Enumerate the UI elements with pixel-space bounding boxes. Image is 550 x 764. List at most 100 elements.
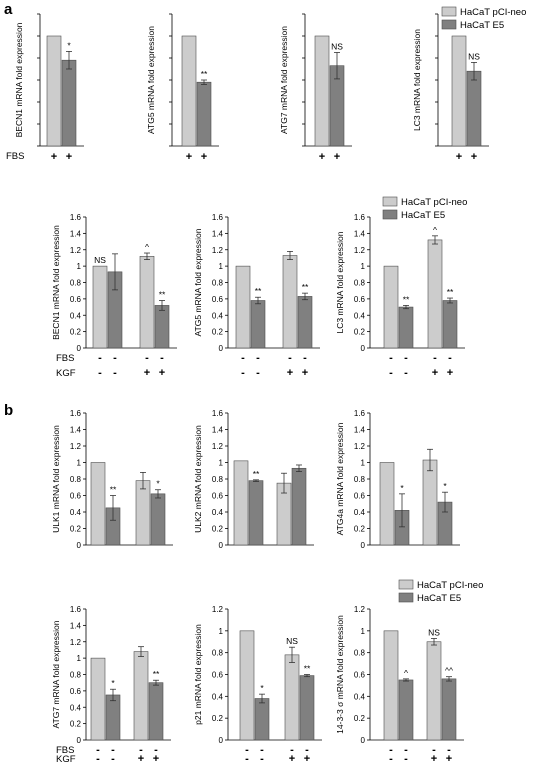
condition-symbol: -	[96, 744, 100, 756]
significance-label: **	[253, 469, 260, 479]
condition-symbol: +	[51, 151, 57, 163]
bar-pci-neo	[139, 255, 155, 349]
significance-label: *	[156, 479, 160, 489]
y-tick-label: 1.4	[212, 426, 224, 435]
significance-label: NS	[94, 255, 106, 265]
condition-symbol: -	[245, 744, 249, 756]
chart-10: 0 0.2 0.4 0.6 0.8 1 1.2 1.4 1.6 ATG7 mRNA fold ex…	[51, 605, 171, 745]
y-tick-label: 0.6	[212, 492, 224, 501]
chart-11: 0 0.2 0.4 0.6 0.8 1 1.2 p21 mRNA fold expressio…	[193, 605, 322, 745]
condition-symbol: -	[98, 352, 102, 364]
condition-symbol: +	[304, 753, 310, 764]
y-axis-label: ATG5 mRNA fold expression	[193, 228, 203, 336]
bar-e5	[150, 493, 166, 546]
condition-symbol: -	[432, 744, 436, 756]
bar-pci-neo	[427, 239, 443, 349]
condition-symbol: +	[432, 367, 438, 379]
y-tick-label: 1.6	[212, 409, 224, 418]
y-tick-label: 0.6	[212, 295, 224, 304]
significance-label: *	[443, 481, 447, 491]
legend-label: HaCaT pCI-neo	[401, 197, 467, 208]
y-tick-label: 0.6	[70, 687, 82, 696]
bar-e5	[250, 300, 266, 349]
y-tick-label: 0.4	[354, 692, 366, 701]
y-tick-label: 0.6	[354, 295, 366, 304]
y-tick-label: 0.4	[212, 692, 224, 701]
bar-pci-neo	[46, 35, 62, 147]
condition-symbol: -	[98, 367, 102, 379]
bar-e5	[299, 675, 315, 741]
condition-symbol: -	[111, 744, 115, 756]
condition-symbol: +	[431, 753, 437, 764]
y-tick-label: 0.6	[70, 295, 82, 304]
condition-symbol: +	[471, 151, 477, 163]
chart-0: BECN1 mRNA fold expression *	[14, 13, 84, 147]
condition-symbol: -	[389, 367, 393, 379]
y-tick-label: 0.4	[212, 311, 224, 320]
significance-label: ^	[145, 242, 149, 252]
significance-label: **	[159, 290, 166, 300]
y-tick-label: 0	[77, 344, 82, 353]
bar-pci-neo	[379, 462, 395, 546]
condition-symbol: -	[290, 744, 294, 756]
bar-pci-neo	[451, 35, 467, 147]
bar-pci-neo	[426, 641, 442, 741]
y-tick-label: 1.2	[70, 442, 82, 451]
y-axis-label: ULK1 mRNA fold expression	[51, 425, 61, 533]
y-tick-label: 1.4	[212, 229, 224, 238]
y-axis-label: ATG7 mRNA fold expression	[279, 26, 289, 134]
panel-letter-b: b	[4, 402, 13, 419]
condition-symbol: +	[138, 753, 144, 764]
y-tick-label: 1.2	[70, 638, 82, 647]
chart-9: 0 0.2 0.4 0.6 0.8 1 1.2 1.4 1.6 ATG4a mRNA fold e…	[335, 409, 460, 550]
y-tick-label: 0	[361, 736, 366, 745]
y-tick-label: 0	[77, 736, 82, 745]
y-tick-label: 1.2	[212, 442, 224, 451]
condition-symbol: +	[319, 151, 325, 163]
y-axis-label: ATG7 mRNA fold expression	[51, 620, 61, 728]
y-axis-label: p21 mRNA fold expression	[193, 624, 203, 725]
y-tick-label: 1	[361, 262, 366, 271]
condition-symbol: -	[260, 753, 264, 764]
y-tick-label: 1.2	[354, 605, 366, 614]
row-label-kgf: KGF	[56, 754, 76, 764]
bar-pci-neo	[235, 265, 251, 349]
y-tick-label: 0	[77, 541, 82, 550]
legend-0: HaCaT pCI-neo HaCaT E5	[441, 6, 526, 31]
chart-1: ATG5 mRNA fold expression **	[146, 13, 219, 147]
legend-label: HaCaT E5	[460, 20, 504, 31]
condition-symbol: -	[160, 352, 164, 364]
y-tick-label: 0.6	[354, 671, 366, 680]
significance-label: NS	[331, 42, 343, 52]
condition-symbol: -	[447, 744, 451, 756]
bar-e5	[61, 59, 77, 147]
legend-label: HaCaT E5	[417, 593, 461, 604]
legend-swatch-pci-neo	[382, 196, 398, 207]
condition-symbol: -	[389, 744, 393, 756]
row-label-fbs: FBS	[56, 353, 74, 364]
y-tick-label: 0.8	[212, 279, 224, 288]
bar-pci-neo	[181, 35, 197, 147]
legend-swatch-e5	[382, 209, 398, 220]
y-tick-label: 1	[219, 459, 224, 468]
significance-label: NS	[468, 51, 480, 61]
bar-pci-neo	[383, 630, 399, 741]
bar-pci-neo	[422, 459, 438, 546]
y-tick-label: 0.8	[70, 475, 82, 484]
bar-e5	[254, 698, 270, 741]
y-tick-label: 1	[77, 262, 82, 271]
y-tick-label: 0.2	[70, 720, 82, 729]
y-tick-label: 1.2	[212, 246, 224, 255]
condition-symbol: -	[404, 352, 408, 364]
y-tick-label: 0	[361, 541, 366, 550]
y-axis-label: ULK2 mRNA fold expression	[193, 425, 203, 533]
bar-e5	[466, 70, 482, 147]
y-tick-label: 0.6	[354, 492, 366, 501]
legend-label: HaCaT E5	[401, 210, 445, 221]
condition-symbol: -	[241, 352, 245, 364]
significance-label: NS	[286, 636, 298, 646]
y-tick-label: 0.2	[354, 328, 366, 337]
charts-layer: BECN1 mRNA fold expression * ATG5 mRNA fol…	[14, 13, 489, 745]
